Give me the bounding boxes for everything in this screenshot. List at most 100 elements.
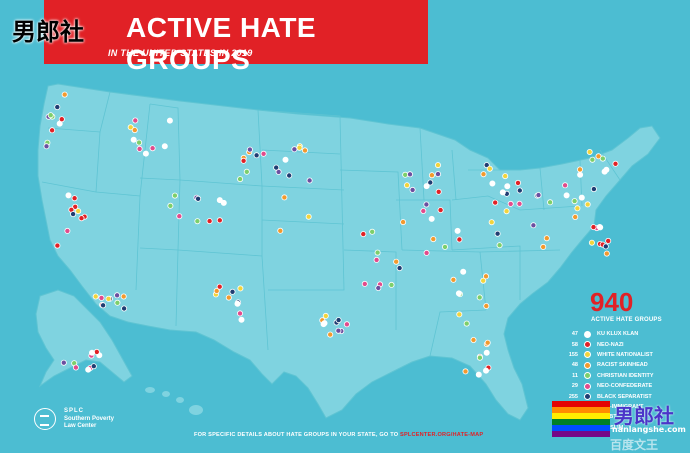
group-marker <box>167 202 174 209</box>
watermark-top-left: 男郎社 <box>12 18 84 46</box>
group-marker <box>114 292 121 299</box>
legend-item: 48 RACIST SKINHEAD <box>560 360 675 370</box>
group-marker <box>61 91 68 98</box>
group-marker <box>456 236 463 243</box>
group-marker <box>612 160 619 167</box>
group-marker <box>423 183 430 190</box>
rainbow-flag-icon <box>552 401 610 437</box>
splc-acronym: SPLC <box>64 408 85 414</box>
group-marker <box>578 194 585 201</box>
group-marker <box>409 186 416 193</box>
watermark-bottom-right: 男郎社 nanlangshe.com 百度文王 <box>548 398 688 452</box>
group-marker <box>374 249 381 256</box>
group-marker <box>441 243 448 250</box>
group-marker <box>120 293 127 300</box>
group-marker <box>420 207 427 214</box>
group-marker <box>195 195 202 202</box>
group-marker <box>480 171 487 178</box>
group-marker <box>369 228 376 235</box>
group-marker <box>492 199 499 206</box>
legend-dot <box>584 382 591 390</box>
group-marker <box>494 230 501 237</box>
group-marker <box>577 171 584 178</box>
legend-label: CHRISTIAN IDENTITY <box>597 372 654 379</box>
group-marker <box>400 219 407 226</box>
group-marker <box>470 336 477 343</box>
group-marker <box>321 320 328 327</box>
group-marker <box>406 171 413 178</box>
watermark-extra: 百度文王 <box>610 438 659 452</box>
group-marker <box>206 218 213 225</box>
legend-dot <box>584 351 591 359</box>
group-marker <box>335 327 342 334</box>
group-marker <box>483 349 490 356</box>
group-marker <box>90 363 97 370</box>
footer-link[interactable]: SPLCENTER.ORG/HATE-MAP <box>400 432 484 438</box>
group-marker <box>240 157 247 164</box>
group-marker <box>98 294 105 301</box>
group-marker <box>161 143 168 150</box>
legend-dot <box>584 341 591 349</box>
group-marker <box>502 173 509 180</box>
legend-item: 155 WHITE NATIONALIST <box>560 350 675 360</box>
splc-name-line1: Southern Poverty <box>64 416 115 422</box>
group-marker <box>530 222 537 229</box>
group-marker <box>572 213 579 220</box>
group-marker <box>216 197 223 204</box>
group-marker <box>589 156 596 163</box>
total-count: 940 <box>590 287 634 317</box>
legend-label: RACIST SKINHEAD <box>597 362 648 369</box>
footer-note: FOR SPECIFIC DETAILS ABOUT HATE GROUPS I… <box>194 432 483 438</box>
group-marker <box>132 117 139 124</box>
group-marker <box>234 300 241 307</box>
group-marker <box>85 366 92 373</box>
group-marker <box>588 239 595 246</box>
group-marker <box>291 146 298 153</box>
group-marker <box>388 281 395 288</box>
group-marker <box>455 290 462 297</box>
group-marker <box>423 249 430 256</box>
group-marker <box>213 287 220 294</box>
group-marker <box>71 195 78 202</box>
group-marker <box>396 265 403 272</box>
group-marker <box>47 112 54 119</box>
group-marker <box>142 150 149 157</box>
legend-dot <box>584 372 591 380</box>
group-marker <box>237 176 244 183</box>
group-marker <box>72 364 79 371</box>
group-marker <box>282 156 289 163</box>
legend-label: ANTI-IMMIGRANT <box>597 403 644 410</box>
group-marker <box>603 250 610 257</box>
group-marker <box>460 268 467 275</box>
group-marker <box>327 331 334 338</box>
group-marker <box>577 166 584 173</box>
group-marker <box>516 200 523 207</box>
title-banner: ACTIVE HATE GROUPS IN THE UNITED STATES … <box>44 0 428 75</box>
group-marker <box>456 311 463 318</box>
group-marker <box>343 321 350 328</box>
group-marker <box>238 316 245 323</box>
legend-item: 11 CHRISTIAN IDENTITY <box>560 371 675 381</box>
group-marker <box>305 213 312 220</box>
group-marker <box>72 203 79 210</box>
legend-item: 255 BLACK SEPARATIST <box>560 391 675 401</box>
group-marker <box>131 127 138 134</box>
legend-count: 47 <box>571 331 578 338</box>
group-marker <box>216 217 223 224</box>
group-marker <box>194 218 201 225</box>
hawaii-islands <box>145 387 203 415</box>
group-marker <box>584 201 591 208</box>
group-marker <box>462 368 469 375</box>
group-marker <box>463 320 470 327</box>
group-marker <box>149 145 156 152</box>
legend-label: ...MUSLIM <box>597 424 624 431</box>
legend-count: 48 <box>571 362 578 369</box>
group-marker <box>171 192 178 199</box>
group-marker <box>335 317 342 324</box>
group-marker <box>136 139 143 146</box>
group-marker <box>454 227 461 234</box>
group-marker <box>403 182 410 189</box>
watermark-url: nanlangshe.com <box>612 425 686 434</box>
group-marker <box>590 224 597 231</box>
